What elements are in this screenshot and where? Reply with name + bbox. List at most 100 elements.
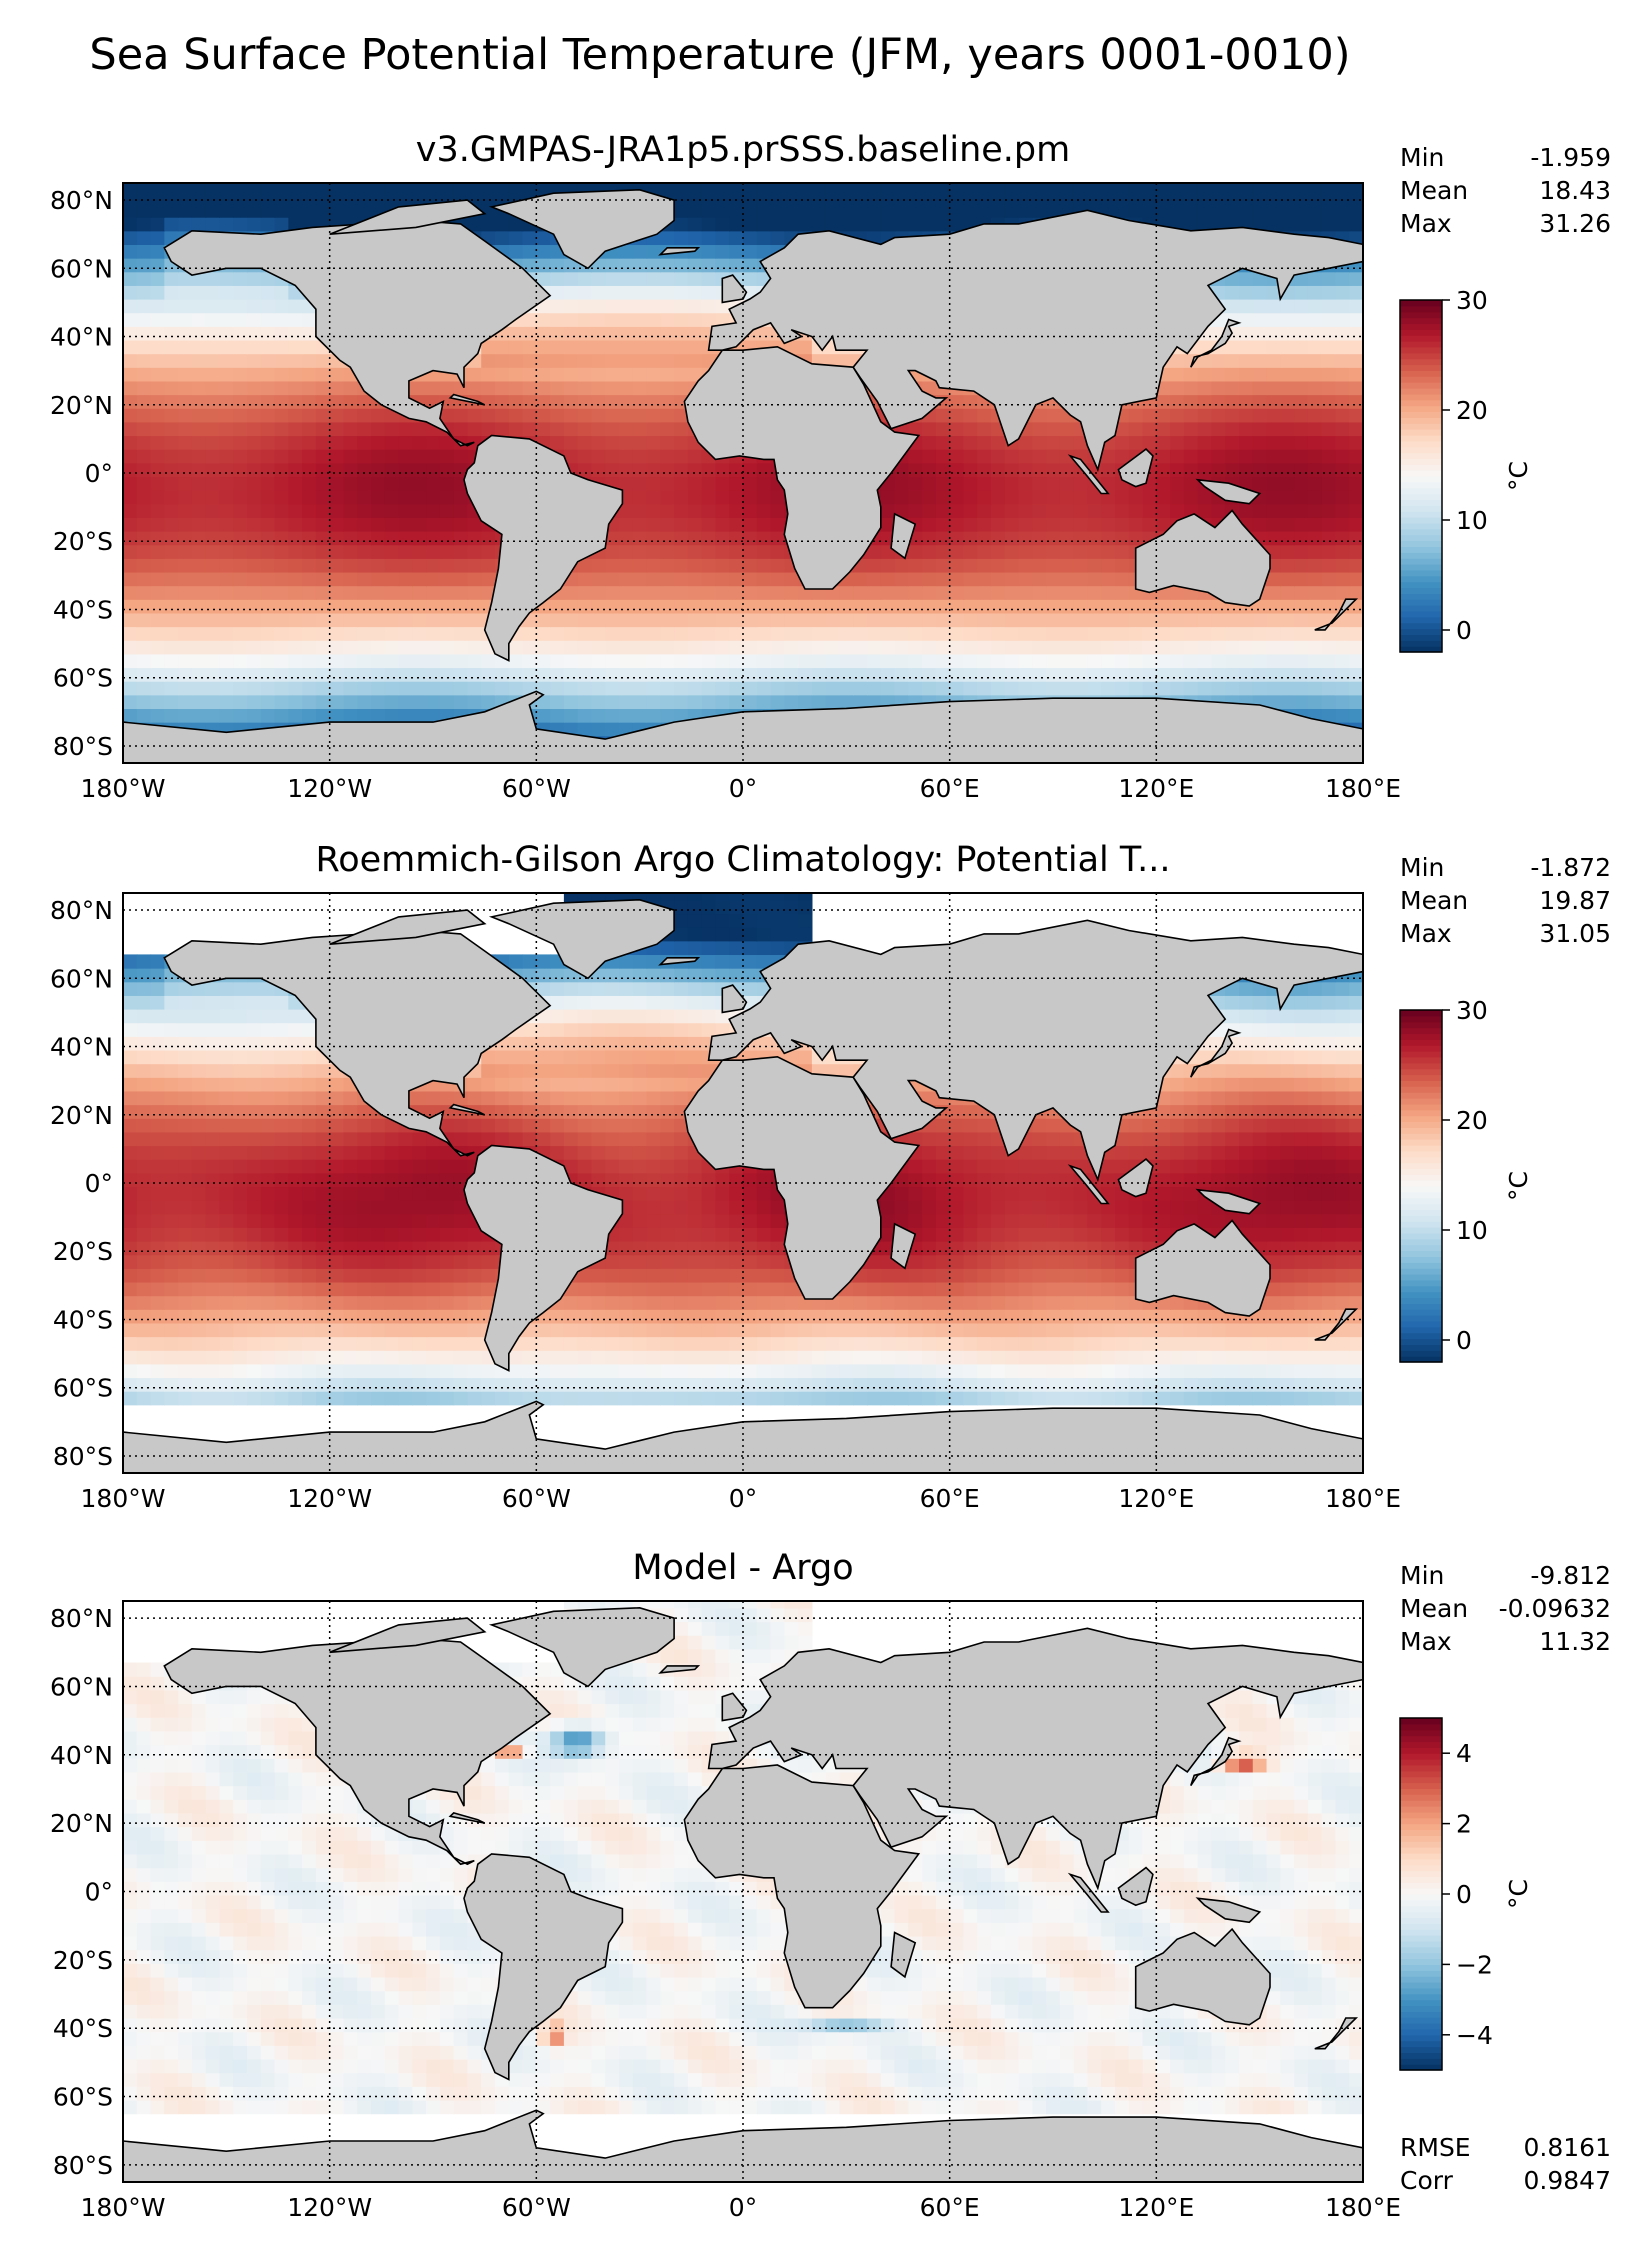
colorbar-label: °C [1504,1879,1533,1909]
stat-label-mean: Mean [1400,1594,1468,1623]
land-mass [448,1103,486,1116]
land-mass [123,690,1363,763]
land-mass [721,1692,748,1722]
land-mass [683,1764,921,2009]
panel-title: Model - Argo [632,1548,853,1588]
colorbar-tick-label: −2 [1456,1950,1493,1979]
land-mass [1190,1736,1242,1787]
lat-tick-label: 60°N [50,254,113,283]
stat-label-min: Min [1400,143,1444,172]
lon-tick-label: 120°W [287,2193,372,2222]
map-frame [122,182,1364,764]
colorbar-tick-label: 30 [1456,996,1488,1025]
lat-tick-label: 80°S [53,2151,113,2180]
stat-value-mean: -0.09632 [1499,1594,1611,1623]
colorbar-tick-label: 0 [1456,616,1472,645]
lon-tick-label: 180°E [1325,2193,1401,2222]
lat-tick-label: 20°S [53,1946,113,1975]
colorbar-label: °C [1504,1171,1533,1201]
stat-value-corr: 0.9847 [1524,2166,1611,2195]
stat-label-max: Max [1400,1627,1452,1656]
land-mass [1134,1927,1271,2026]
panel-title: Roemmich-Gilson Argo Climatology: Potent… [315,840,1170,880]
colorbar-tick-label: 4 [1456,1739,1472,1768]
land-mass [488,188,675,270]
land-mass [329,909,487,945]
stat-value-max: 31.26 [1539,209,1611,238]
lat-tick-label: 20°N [50,1101,113,1130]
colorbar-tick-label: 2 [1456,1810,1472,1839]
land-mass [463,434,624,662]
land-mass [163,219,552,447]
colorbar-tick-label: −4 [1456,2021,1493,2050]
land-mass [1117,1158,1154,1198]
land-mass [1314,1308,1359,1341]
lat-tick-label: 60°S [53,1374,113,1403]
land-mass [448,1812,486,1824]
land-mass [123,1400,1363,1473]
lon-tick-label: 180°W [81,774,166,803]
colorbar-tick-label: 10 [1456,1216,1488,1245]
stat-label-max: Max [1400,209,1452,238]
lat-tick-label: 60°S [53,664,113,693]
stat-value-min: -9.812 [1530,1561,1611,1590]
lat-tick-label: 0° [85,459,113,488]
land-mass [890,1222,917,1270]
lon-tick-label: 60°E [920,1484,980,1513]
map-frame [122,892,1364,1474]
land-mass [890,1931,917,1979]
lon-tick-label: 180°E [1325,1484,1401,1513]
land-mass [1195,1188,1262,1215]
lon-tick-label: 180°E [1325,774,1401,803]
colorbar-tick-label: 20 [1456,396,1488,425]
stat-label-min: Min [1400,1561,1444,1590]
land-mass [1190,318,1242,368]
land-mass [463,1144,624,1372]
lat-tick-label: 40°N [50,323,113,352]
colorbar-label: °C [1504,461,1533,491]
lat-tick-label: 40°S [53,1305,113,1334]
lat-tick-label: 0° [85,1169,113,1198]
lon-tick-label: 60°W [502,1484,571,1513]
land-mass [1134,509,1271,607]
map-panel-2: 180°W 120°W 60°W 0° 60°E 120°E 180°E 80°N 60°N 40… [50,840,1611,1513]
land-mass [463,1853,624,2081]
land-mass [448,393,486,406]
lon-tick-label: 0° [729,774,757,803]
lat-tick-label: 80°S [53,1442,113,1471]
lon-tick-label: 60°W [502,2193,571,2222]
lon-tick-label: 120°W [287,774,372,803]
lon-tick-label: 0° [729,1484,757,1513]
land-mass [1134,1219,1271,1317]
colorbar-1: 0 10 20 30 °C [1399,286,1533,653]
lat-tick-label: 20°S [53,1237,113,1266]
map-frame [122,1600,1364,2183]
colorbar-tick-label: 10 [1456,506,1488,535]
land-mass [890,512,917,560]
lat-tick-label: 40°S [53,2014,113,2043]
land-mass [683,345,921,590]
stat-value-min: -1.872 [1530,853,1611,882]
map-panel-3: 180°W 120°W 60°W 0° 60°E 120°E 180°E80°N60°N40… [50,1548,1611,2222]
stat-label-corr: Corr [1400,2166,1454,2195]
lat-tick-label: 40°N [50,1741,113,1770]
colorbar-tick-label: 0 [1456,1880,1472,1909]
lon-tick-label: 180°W [81,1484,166,1513]
land-mass [1190,1028,1242,1078]
lon-tick-label: 120°W [287,1484,372,1513]
stat-value-max: 31.05 [1539,919,1611,948]
land-mass [329,199,487,235]
lat-tick-label: 40°N [50,1033,113,1062]
land-mass [163,929,552,1157]
lat-tick-label: 60°N [50,1672,113,1701]
land-mass [1195,1897,1262,1924]
land-mass [329,1617,487,1654]
stat-value-min: -1.959 [1530,143,1611,172]
stat-label-mean: Mean [1400,886,1468,915]
data-field-1 [123,183,1363,763]
land-mass [1195,478,1262,505]
stat-label-rmse: RMSE [1400,2133,1471,2162]
stat-label-max: Max [1400,919,1452,948]
stat-value-rmse: 0.8161 [1524,2133,1611,2162]
